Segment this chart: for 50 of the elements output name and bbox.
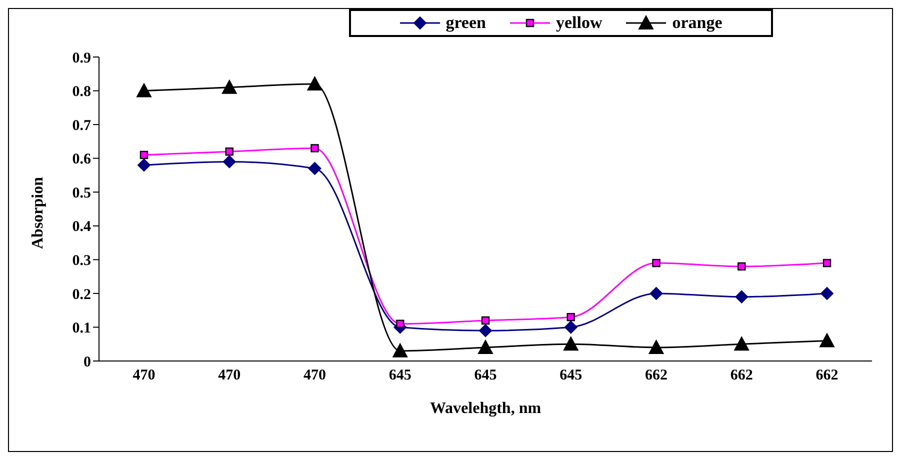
y-tick-label: 0.9 — [72, 50, 91, 66]
x-tick-label: 645 — [388, 368, 412, 384]
point — [222, 155, 236, 168]
point — [564, 320, 578, 334]
y-tick-label: 0.3 — [72, 252, 91, 269]
point — [307, 76, 322, 91]
legend-label: orange — [672, 13, 722, 33]
y-tick-label: 0.1 — [72, 320, 91, 337]
x-tick-label: 470 — [304, 368, 326, 384]
legend-label: green — [446, 13, 486, 33]
point — [650, 286, 663, 300]
point — [734, 336, 750, 351]
x-tick-label: 662 — [645, 368, 668, 384]
y-tick-label: 0.2 — [72, 286, 91, 303]
y-tick-label: 0.7 — [72, 118, 92, 134]
y-axis-title: Absorpion — [30, 176, 47, 249]
point — [140, 150, 148, 160]
point — [481, 316, 490, 325]
x-tick-label: 470 — [218, 368, 241, 384]
point — [652, 258, 660, 268]
x-tick-label: 645 — [560, 368, 582, 384]
point — [396, 320, 404, 328]
legend-label: yellow — [556, 13, 602, 33]
point — [738, 262, 746, 271]
point — [225, 147, 234, 156]
point — [392, 343, 408, 358]
point — [138, 158, 150, 172]
point — [822, 258, 832, 268]
y-tick-label: 0 — [84, 354, 91, 370]
y-tick-label: 0.5 — [72, 185, 91, 202]
point — [222, 80, 237, 94]
y-tick-label: 0.6 — [72, 152, 92, 168]
point — [566, 312, 575, 322]
point — [479, 324, 492, 338]
point — [310, 144, 319, 152]
point — [735, 290, 748, 304]
x-tick-label: 470 — [132, 368, 156, 384]
x-tick-label: 645 — [474, 368, 497, 384]
point — [648, 340, 664, 354]
point — [308, 162, 322, 175]
point — [820, 333, 834, 348]
x-tick-label: 662 — [816, 368, 838, 384]
point — [820, 286, 834, 300]
point — [563, 336, 578, 351]
y-tick-label: 0.4 — [72, 219, 92, 236]
point — [478, 340, 493, 354]
x-tick-label: 662 — [730, 368, 753, 384]
point — [136, 83, 152, 98]
x-axis-title: Wavelehgth, nm — [430, 400, 542, 417]
y-tick-label: 0.8 — [72, 84, 91, 100]
